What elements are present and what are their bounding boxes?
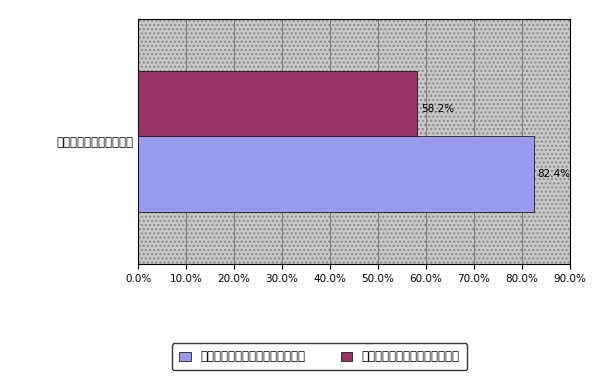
Bar [138, 70, 418, 147]
Text: 82.4%: 82.4% [538, 169, 571, 179]
Text: 58.2%: 58.2% [421, 104, 454, 114]
Legend: 働きがいを感じていないグループ, 働きがいを感じているグループ: 働きがいを感じていないグループ, 働きがいを感じているグループ [172, 343, 467, 371]
Bar [138, 136, 533, 212]
